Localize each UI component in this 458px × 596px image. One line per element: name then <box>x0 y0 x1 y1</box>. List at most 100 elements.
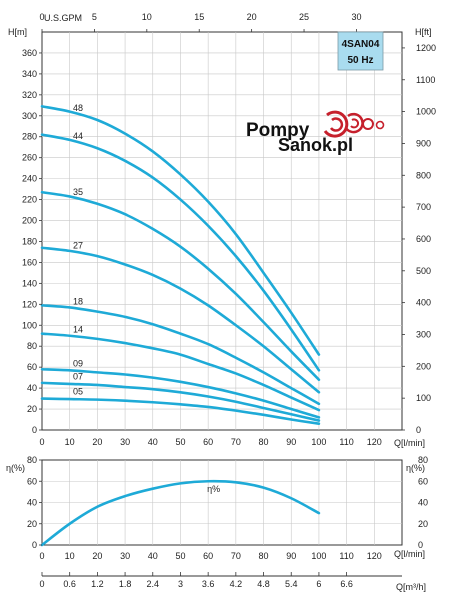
logo-swirl-icon <box>323 110 385 138</box>
eff-y2-tick-label: 20 <box>418 519 428 529</box>
head-x-tick-label: 90 <box>286 437 296 447</box>
head-y-tick-label: 140 <box>22 278 37 288</box>
eff-y2-tick-label: 40 <box>418 498 428 508</box>
head-y-tick-label: 60 <box>27 362 37 372</box>
eff-x-tick-label: 110 <box>339 551 353 561</box>
head-y2-tick-label: 600 <box>416 234 431 244</box>
head-x-tick-label: 40 <box>148 437 158 447</box>
head-y-tick-label: 180 <box>22 236 37 246</box>
eff-x-tick-label: 60 <box>203 551 213 561</box>
eff-x-tick-label: 70 <box>231 551 241 561</box>
top-axis-label: U.S.GPM <box>44 13 82 23</box>
head-y-tick-label: 220 <box>22 195 37 205</box>
head-y-tick-label: 0 <box>32 425 37 435</box>
eff-x-tick-label: 0 <box>39 551 44 561</box>
head-curve-label: 44 <box>73 131 83 141</box>
top-gpm-tick-label: 15 <box>194 12 204 22</box>
model-name: 4SAN04 <box>342 39 380 50</box>
head-y2-tick-label: 1100 <box>416 75 435 85</box>
eff-y-tick-label: 80 <box>27 455 37 465</box>
head-x-tick-label: 30 <box>120 437 130 447</box>
logo-text-line2: Sanok.pl <box>278 135 353 155</box>
eff-y-tick-label: 40 <box>27 498 37 508</box>
head-x-tick-label: 10 <box>65 437 75 447</box>
top-gpm-tick-label: 20 <box>247 12 257 22</box>
eff-x-tick-label: 100 <box>311 551 326 561</box>
m3h-tick-label: 3 <box>178 579 183 589</box>
head-x-tick-label: 60 <box>203 437 213 447</box>
eff-right-axis-label: η(%) <box>406 463 425 473</box>
head-y-tick-label: 200 <box>22 216 37 226</box>
head-y-tick-label: 100 <box>22 320 37 330</box>
head-y2-tick-label: 900 <box>416 138 431 148</box>
head-y2-tick-label: 700 <box>416 202 431 212</box>
top-gpm-tick-label: 10 <box>142 12 152 22</box>
head-y-tick-label: 280 <box>22 132 37 142</box>
q-lmin-axis-label: Q[l/min] <box>394 438 425 448</box>
head-curve-label: 14 <box>73 324 83 334</box>
head-x-tick-label: 20 <box>92 437 102 447</box>
head-plot-frame <box>41 31 403 431</box>
head-curve-27 <box>40 246 321 394</box>
head-x-tick-label: 120 <box>367 437 382 447</box>
top-gpm-tick-label: 25 <box>299 12 309 22</box>
top-gpm-tick-label: 0 <box>39 12 44 22</box>
head-curve-label: 18 <box>73 297 83 307</box>
eff-y-tick-label: 20 <box>27 519 37 529</box>
head-y-tick-label: 300 <box>22 111 37 121</box>
head-curve-label: 09 <box>73 358 83 368</box>
head-y2-tick-label: 200 <box>416 361 431 371</box>
head-curve-label: 35 <box>73 187 83 197</box>
head-curve-18 <box>40 304 321 406</box>
m3h-tick-label: 0 <box>39 579 44 589</box>
top-gpm-tick-label: 5 <box>92 12 97 22</box>
head-y-tick-label: 20 <box>27 404 37 414</box>
head-curve-label: 05 <box>73 386 83 396</box>
head-curve-label: 27 <box>73 241 83 251</box>
eff-y2-tick-label: 80 <box>418 455 428 465</box>
eff-y2-tick-label: 0 <box>418 540 423 550</box>
eff-y-tick-label: 0 <box>32 540 37 550</box>
eff-y2-tick-label: 60 <box>418 476 428 486</box>
head-y-tick-label: 320 <box>22 90 37 100</box>
head-y2-tick-label: 0 <box>416 425 421 435</box>
head-x-tick-label: 50 <box>175 437 185 447</box>
head-x-tick-label: 70 <box>231 437 241 447</box>
m3h-tick-label: 1.8 <box>119 579 132 589</box>
eff-x-tick-label: 20 <box>92 551 102 561</box>
eff-x-tick-label: 50 <box>175 551 185 561</box>
head-curve-09 <box>40 367 321 419</box>
head-x-tick-label: 110 <box>339 437 353 447</box>
grid-layer <box>41 31 403 546</box>
head-x-tick-label: 0 <box>39 437 44 447</box>
head-curve-35 <box>40 190 321 382</box>
head-curve-label: 48 <box>73 103 83 113</box>
m3h-tick-label: 0.6 <box>63 579 76 589</box>
head-curve-label: 07 <box>73 371 83 381</box>
eff-x-tick-label: 40 <box>148 551 158 561</box>
head-curve-44 <box>40 133 321 372</box>
top-gpm-tick-label: 30 <box>351 12 361 22</box>
head-curve-07 <box>40 381 321 422</box>
m3h-tick-label: 4.8 <box>257 579 270 589</box>
head-y-tick-label: 340 <box>22 69 37 79</box>
model-frequency: 50 Hz <box>347 55 373 66</box>
head-y-tick-label: 40 <box>27 383 37 393</box>
eff-x-tick-label: 120 <box>367 551 382 561</box>
model-box <box>337 31 384 71</box>
head-y2-tick-label: 500 <box>416 266 431 276</box>
head-curve-14 <box>40 332 321 412</box>
head-y2-tick-label: 400 <box>416 298 431 308</box>
head-y-tick-label: 260 <box>22 153 37 163</box>
q-lmin-axis-label-eff: Q[l/min] <box>394 549 425 559</box>
curve-layer: 48 44 35 27 18 14 09 07 05 η% <box>40 103 321 547</box>
head-y2-tick-label: 100 <box>416 393 431 403</box>
m3h-tick-label: 1.2 <box>91 579 104 589</box>
left-axis-label: H[m] <box>8 27 27 37</box>
eff-x-tick-label: 10 <box>65 551 75 561</box>
eff-x-tick-label: 30 <box>120 551 130 561</box>
head-x-tick-label: 80 <box>259 437 269 447</box>
eff-x-tick-label: 80 <box>259 551 269 561</box>
head-x-tick-label: 100 <box>311 437 326 447</box>
